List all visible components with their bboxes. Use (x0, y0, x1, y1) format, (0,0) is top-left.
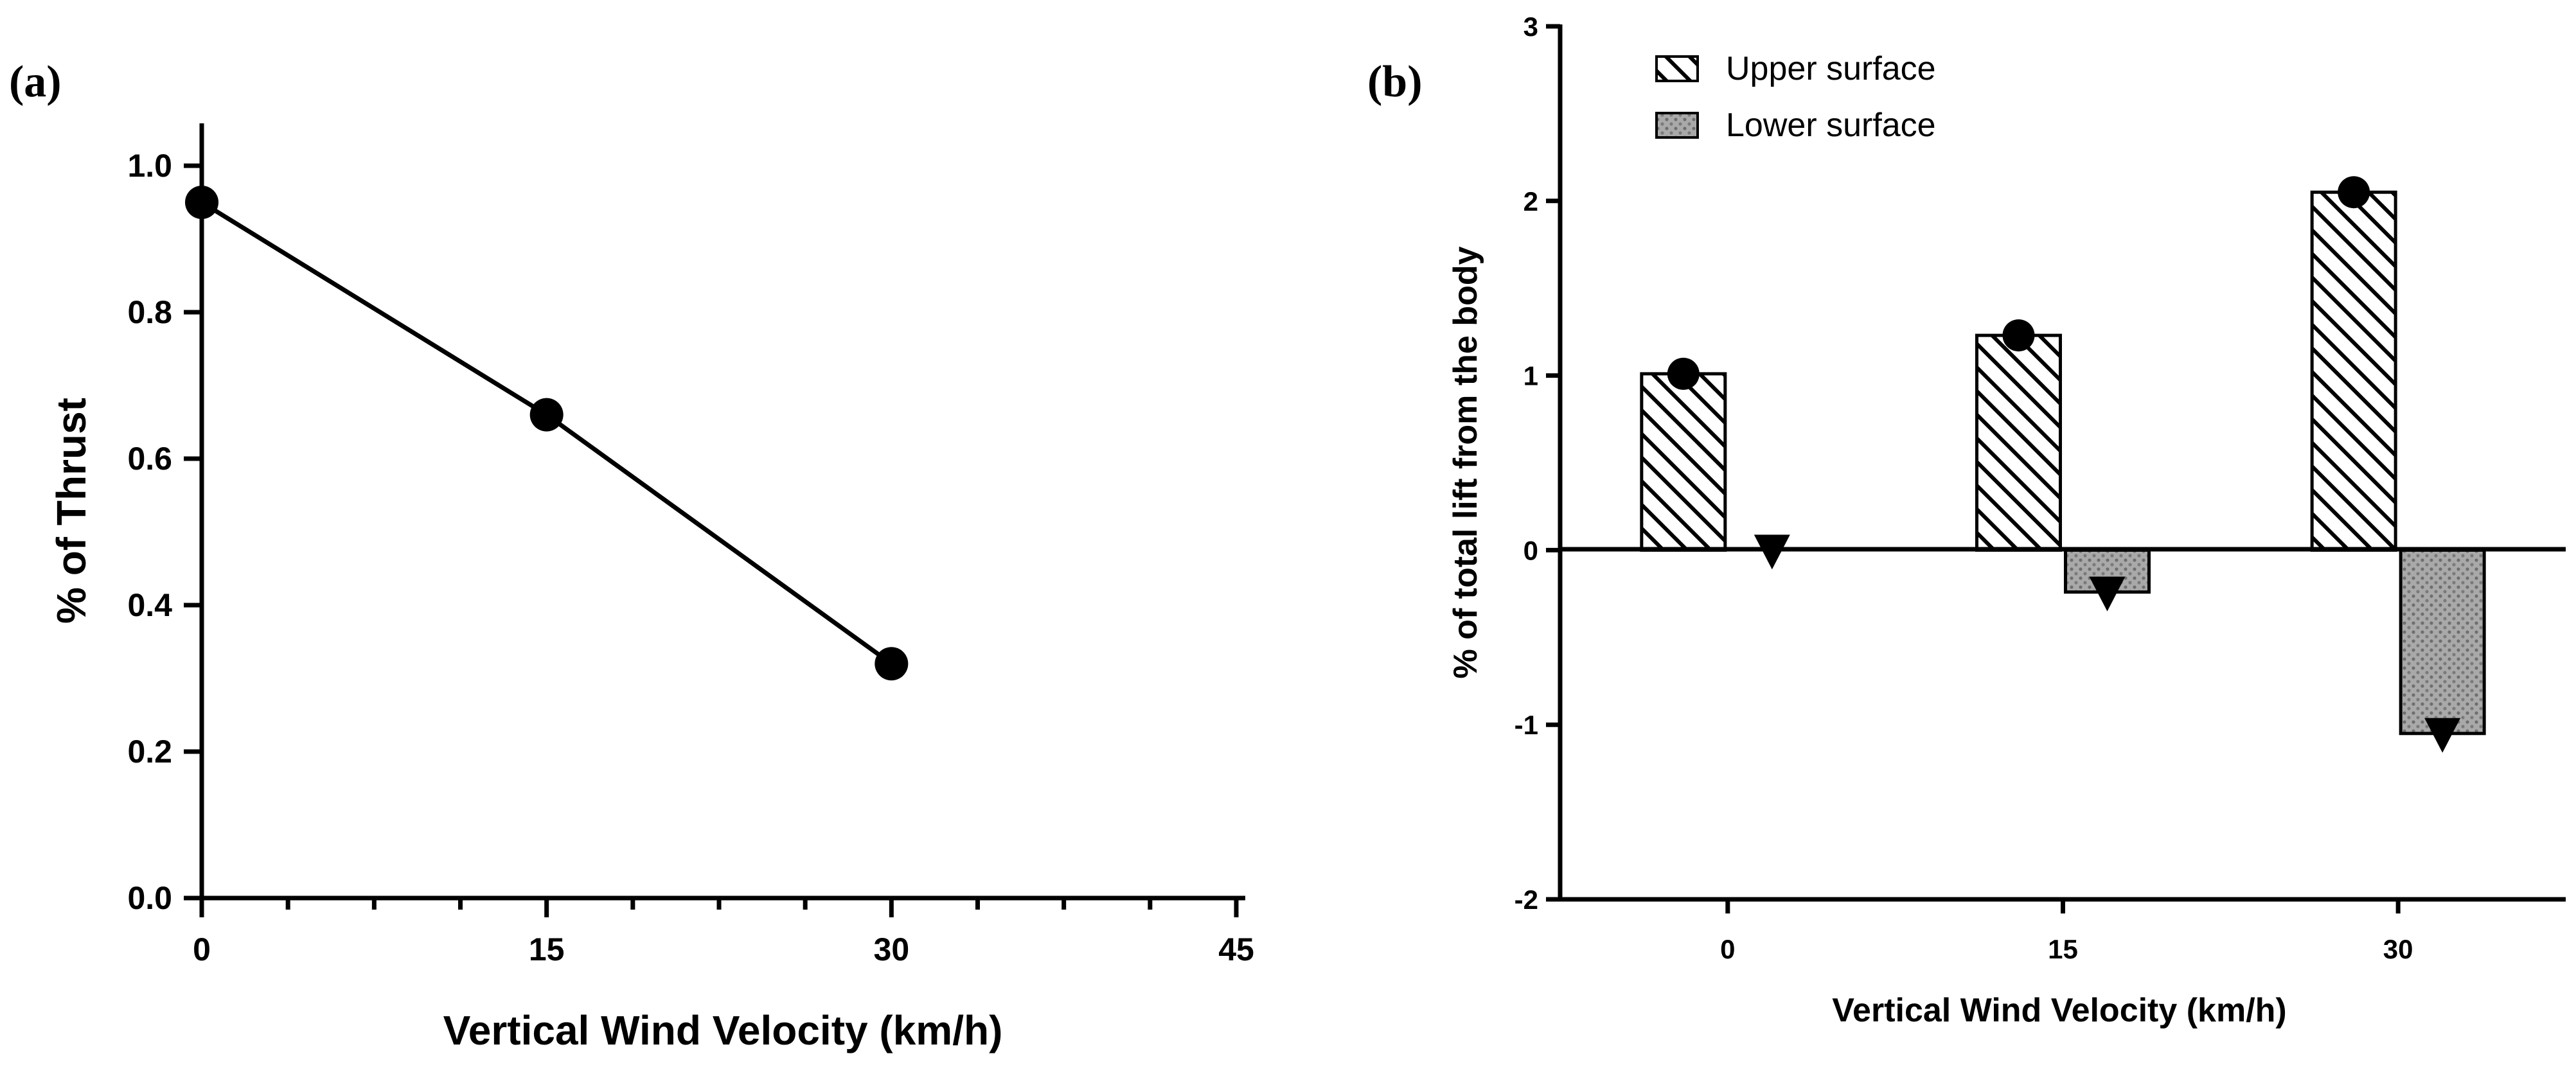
panel-b-bar-chart: (b) -2 -1 0 1 2 3 0 15 30 % of total lift from … (1367, 12, 2566, 1029)
panel-a-y-tick-label: 0.0 (127, 880, 172, 916)
panel-b-marker-upper-surface (1667, 357, 1700, 390)
panel-b-label: (b) (1367, 57, 1423, 107)
panel-a-series-line (200, 200, 893, 666)
panel-b-bar-upper-surface (1640, 372, 1727, 552)
panel-a-x-tick-label: 45 (1218, 931, 1254, 967)
panel-a-x-tick-label: 0 (193, 931, 211, 967)
panel-b-marker-upper-surface (2002, 319, 2035, 352)
panel-a-y-tick-label: 0.8 (127, 294, 172, 330)
legend-swatch-upper-surface (1655, 55, 1699, 82)
panel-a-line-chart: (a) 0.0 0.2 0.4 0.6 0.8 1.0 0 15 30 45 % of Thru… (9, 57, 1254, 1054)
panel-a-y-tick-label: 0.6 (127, 441, 172, 477)
panel-b-x-tick-label: 0 (1720, 934, 1735, 964)
panel-b-bar-upper-surface (1975, 333, 2062, 552)
panel-a-x-tick-label: 30 (874, 931, 910, 967)
panel-b-marker-lower-surface (2089, 576, 2126, 612)
legend-label-lower-surface: Lower surface (1726, 107, 1936, 144)
panel-b-marker-lower-surface (2424, 718, 2461, 753)
panel-b-marker-upper-surface (2338, 176, 2370, 209)
panel-a-y-axis-title: % of Thrust (48, 398, 94, 624)
panel-a-label: (a) (9, 57, 62, 107)
panel-b-y-axis-title: % of total lift from the body (1447, 246, 1484, 678)
panel-a-data-point (875, 647, 909, 681)
panel-a-y-tick-label: 1.0 (127, 148, 172, 184)
panel-b-bar-lower-surface (2399, 548, 2486, 736)
panel-b-y-tick-label: 1 (1523, 361, 1538, 391)
legend-swatch-lower-surface (1655, 112, 1699, 139)
panel-a-data-point (185, 186, 218, 219)
panel-b-y-tick-label: 0 (1523, 535, 1538, 565)
panel-a-y-tick-label: 0.4 (127, 587, 172, 623)
panel-b-x-tick-label: 30 (2383, 934, 2413, 964)
panel-b-y-tick-label: 3 (1523, 12, 1538, 42)
panel-a-x-axis-title: Vertical Wind Velocity (km/h) (443, 1007, 1003, 1054)
panel-b-x-tick-label: 15 (2048, 934, 2078, 964)
panel-a-data-point (529, 398, 564, 432)
panel-b-y-tick-label: -2 (1515, 885, 1538, 915)
panel-b-y-tick-label: 2 (1523, 186, 1538, 216)
legend-label-upper-surface: Upper surface (1726, 50, 1936, 87)
panel-b-legend: Upper surface Lower surface (1655, 50, 1936, 144)
panel-b-bar-lower-surface (2064, 548, 2151, 594)
panel-b-marker-lower-surface (1754, 534, 1790, 570)
panel-a-x-tick-label: 15 (529, 931, 565, 967)
panel-b-x-axis-title: Vertical Wind Velocity (km/h) (1832, 992, 2287, 1029)
panel-b-y-tick-label: -1 (1515, 710, 1538, 740)
panel-b-bar-upper-surface (2310, 190, 2397, 552)
panel-a-y-tick-label: 0.2 (127, 734, 172, 770)
